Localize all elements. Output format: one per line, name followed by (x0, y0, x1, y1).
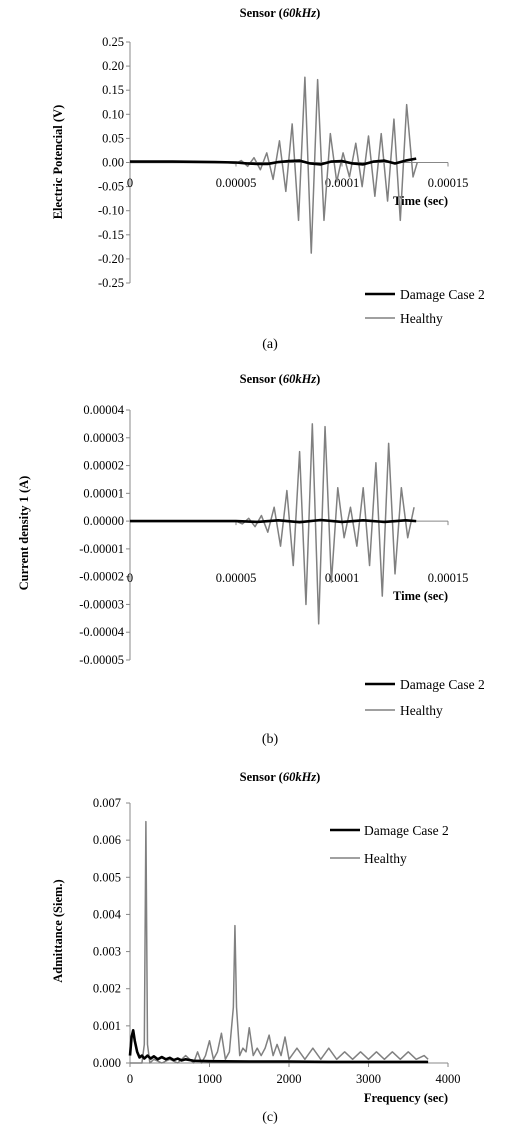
series-line-damage-case-2 (128, 1029, 429, 1064)
panel-caption: (c) (262, 1110, 278, 1125)
x-tick-label: 0.0001 (325, 571, 359, 585)
y-tick-label: 0.15 (102, 83, 124, 97)
y-tick-label: 0.003 (93, 945, 121, 959)
chart-title-main: Sensor ( (240, 372, 283, 386)
x-tick-label: 0.00005 (216, 176, 257, 190)
chart-title-italic: 60kHz (283, 6, 316, 20)
y-tick-label: 0.00004 (83, 403, 124, 417)
x-axis-label: Time (sec) (393, 589, 448, 603)
y-tick-label: 0.00002 (83, 459, 124, 473)
series-line-damage-case-2 (130, 157, 417, 166)
x-tick-label: 4000 (436, 1072, 461, 1086)
y-tick-label: -0.25 (98, 276, 124, 290)
series-line-damage-case-2 (130, 518, 417, 524)
chart-panel-a: Sensor (60kHz) 0.25 0.20 0.15 0.10 0.05 0.00 -0… (51, 6, 485, 352)
y-tick-label: 0.001 (93, 1019, 121, 1033)
chart-title-italic: 60kHz (283, 372, 316, 386)
legend-label-healthy: Healthy (400, 703, 443, 718)
legend-label-damage-case-2: Damage Case 2 (364, 823, 449, 838)
series-line-healthy (130, 423, 415, 625)
y-tick-label: 0.006 (93, 833, 121, 847)
chart-title-italic: 60kHz (283, 770, 316, 784)
y-tick-label: 0.004 (93, 907, 122, 921)
chart-title-close: ) (316, 372, 320, 386)
x-tick-label: 0 (127, 176, 133, 190)
legend-label-healthy: Healthy (400, 311, 443, 326)
chart-title: Sensor (60kHz) (240, 372, 321, 386)
y-tick-label: -0.20 (98, 252, 124, 266)
series-line-healthy (130, 76, 418, 254)
y-tick-label: 0.00000 (83, 514, 124, 528)
y-tick-label: 0.005 (93, 870, 121, 884)
x-axis-label: Time (sec) (393, 194, 448, 208)
chart-title-main: Sensor ( (240, 6, 283, 20)
chart-title-close: ) (316, 6, 320, 20)
y-axis-label: Admittance (Siem.) (51, 879, 65, 982)
x-tick-label: 0.00015 (428, 571, 469, 585)
x-tick-label: 0 (127, 571, 133, 585)
chart-title: Sensor (60kHz) (240, 6, 321, 20)
legend: Damage Case 2 Healthy (365, 677, 485, 718)
panel-caption: (b) (262, 732, 279, 747)
y-tick-label: -0.00004 (79, 625, 125, 639)
legend-label-healthy: Healthy (364, 851, 407, 866)
y-tick-label: 0.10 (102, 107, 124, 121)
y-tick-label: 0.25 (102, 35, 124, 49)
y-tick-label: 0.007 (93, 796, 121, 810)
panel-caption: (a) (262, 337, 278, 352)
y-tick-label: 0.00003 (83, 431, 124, 445)
legend: Damage Case 2 Healthy (330, 823, 449, 866)
x-tick-label: 3000 (356, 1072, 381, 1086)
y-tick-label: 0.05 (102, 131, 124, 145)
y-tick-label: -0.00001 (79, 542, 124, 556)
x-axis-label: Frequency (sec) (364, 1091, 448, 1105)
y-tick-label: -0.00005 (79, 653, 124, 667)
chart-title-close: ) (316, 770, 320, 784)
y-tick-label: 0.000 (93, 1056, 121, 1070)
y-tick-label: -0.10 (98, 204, 124, 218)
chart-title-main: Sensor ( (240, 770, 283, 784)
y-tick-label: -0.05 (98, 180, 124, 194)
chart-panel-b: Sensor (60kHz) 0.00004 0.00003 0.00002 0.000… (17, 372, 485, 747)
y-axis-label: Electric Potencial (V) (51, 105, 65, 220)
x-tick-label: 2000 (277, 1072, 302, 1086)
x-tick-label: 0.00005 (216, 571, 257, 585)
y-tick-label: 0.00001 (83, 486, 124, 500)
y-tick-label: -0.15 (98, 228, 124, 242)
chart-title: Sensor (60kHz) (240, 770, 321, 784)
y-tick-label: 0.00 (102, 156, 124, 170)
legend-label-damage-case-2: Damage Case 2 (400, 677, 485, 692)
y-tick-label: 0.20 (102, 59, 124, 73)
x-tick-label: 0 (127, 1072, 133, 1086)
x-tick-label: 0.00015 (428, 176, 469, 190)
legend-label-damage-case-2: Damage Case 2 (400, 287, 485, 302)
y-tick-label: -0.00002 (79, 570, 124, 584)
y-tick-label: -0.00003 (79, 597, 124, 611)
y-tick-label: 0.002 (93, 982, 121, 996)
x-tick-label: 0.0001 (325, 176, 359, 190)
chart-panel-c: Sensor (60kHz) 0.007 0.006 0.005 0.004 0.003 0… (51, 770, 461, 1125)
y-axis-label: Current density 1 (A) (17, 476, 31, 591)
x-tick-label: 1000 (197, 1072, 222, 1086)
legend: Damage Case 2 Healthy (365, 287, 485, 326)
